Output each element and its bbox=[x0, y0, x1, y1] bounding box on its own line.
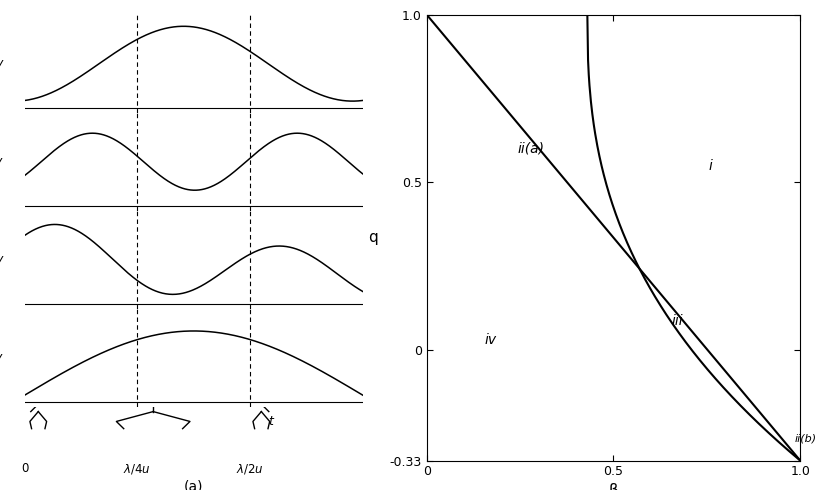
Text: (a): (a) bbox=[184, 479, 204, 490]
Text: iv: iv bbox=[484, 333, 497, 347]
Text: (iv) $y$: (iv) $y$ bbox=[0, 349, 4, 366]
Text: $t$: $t$ bbox=[268, 416, 276, 428]
Text: (i) $y$: (i) $y$ bbox=[0, 55, 4, 72]
Text: (iii) $y$: (iii) $y$ bbox=[0, 251, 4, 268]
X-axis label: β: β bbox=[609, 483, 619, 490]
Text: iii: iii bbox=[672, 315, 683, 328]
Y-axis label: q: q bbox=[368, 230, 378, 245]
Text: i: i bbox=[709, 159, 713, 172]
Text: ii(a): ii(a) bbox=[518, 142, 544, 156]
Text: (ii) $y$: (ii) $y$ bbox=[0, 153, 4, 170]
Text: ii(b): ii(b) bbox=[794, 434, 817, 444]
